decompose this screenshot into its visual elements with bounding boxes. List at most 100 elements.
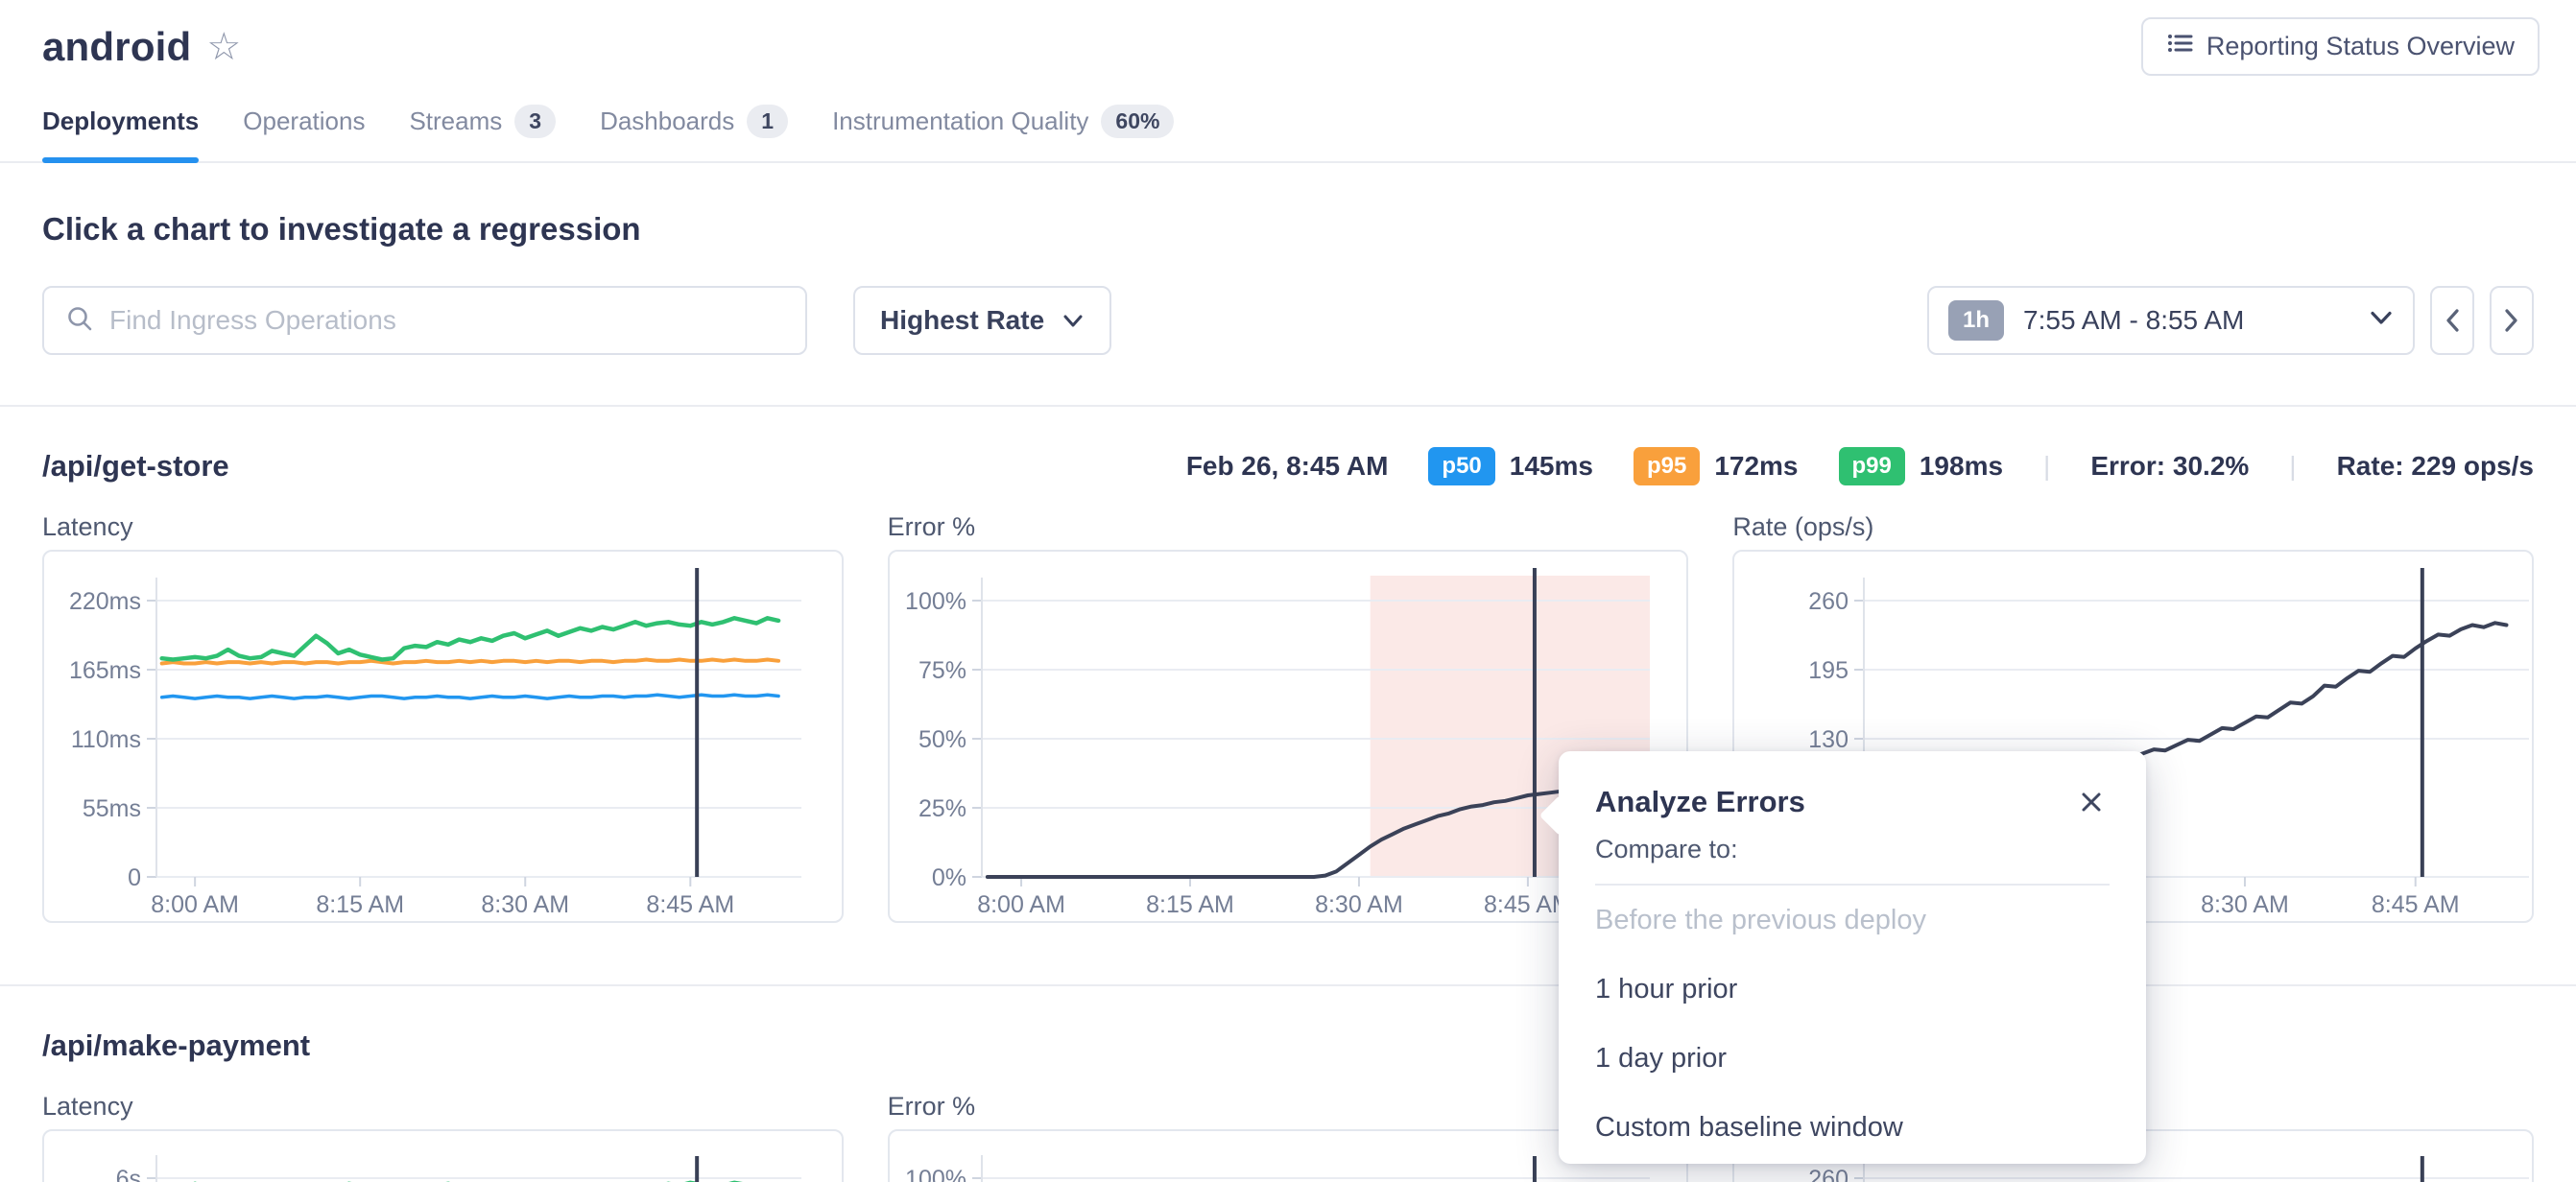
latency-chart-get-store[interactable]: 220ms 165ms 110ms 55ms 0 8:00 AM 8:15 AM 8:30 A… [42, 550, 844, 923]
popup-menu: Before the previous deploy 1 hour prior … [1595, 886, 2110, 1162]
chevron-down-icon [2369, 310, 2394, 331]
popup-subtitle: Compare to: [1595, 835, 1738, 863]
chart-cards-row: 220ms 165ms 110ms 55ms 0 8:00 AM 8:15 AM 8:30 A… [42, 550, 2534, 923]
tab-dashboards[interactable]: Dashboards 1 [600, 97, 789, 161]
popup-divider [1595, 884, 2110, 886]
stat-separator: | [2289, 451, 2297, 481]
time-range-previous-button[interactable] [2430, 286, 2474, 355]
favorite-star-icon[interactable]: ☆ [206, 25, 242, 68]
popup-menu-item-before-the-previous-deploy: Before the previous deploy [1595, 904, 1926, 935]
operation-header-make-payment: /api/make-payment [42, 1019, 2534, 1073]
svg-text:75%: 75% [918, 657, 966, 684]
stat-p50: p50 145ms [1428, 447, 1593, 485]
tab-deployments[interactable]: Deployments [42, 97, 200, 163]
stat-value: 172ms [1714, 451, 1799, 481]
reporting-status-overview-button[interactable]: Reporting Status Overview [2140, 17, 2540, 76]
series-p50 [159, 693, 780, 700]
stat-value: Error: 30.2% [2090, 451, 2250, 481]
tab-count-badge: 60% [1101, 105, 1175, 138]
percentile-badge-p95: p95 [1633, 447, 1701, 485]
sort-dropdown-label: Highest Rate [880, 305, 1045, 335]
page-header: android ☆ Reporting Status Overview [0, 0, 2576, 76]
tab-instrumentation-quality[interactable]: Instrumentation Quality 60% [832, 97, 1175, 161]
stat-value: Feb 26, 8:45 AM [1185, 451, 1389, 481]
close-icon[interactable] [2073, 784, 2110, 823]
series-p95 [159, 657, 781, 666]
svg-text:220ms: 220ms [69, 588, 141, 615]
chart-label-rate: Rate (ops/s) [1732, 512, 1874, 541]
svg-text:8:30 AM: 8:30 AM [1315, 891, 1403, 918]
tab-operations[interactable]: Operations [243, 97, 365, 161]
stat-p99: p99 198ms [1838, 447, 2004, 485]
search-box[interactable] [42, 286, 807, 355]
popup-menu-item-1-hour-prior[interactable]: 1 hour prior [1595, 973, 1738, 1005]
svg-text:0: 0 [128, 864, 141, 891]
svg-text:25%: 25% [918, 795, 966, 822]
svg-text:0%: 0% [932, 864, 966, 891]
svg-text:8:00 AM: 8:00 AM [151, 891, 239, 918]
search-icon [65, 304, 94, 338]
operation-name: /api/make-payment [42, 1028, 311, 1062]
stat-value: Rate: 229 ops/s [2336, 451, 2534, 481]
svg-text:6s: 6s [116, 1166, 141, 1182]
svg-text:8:15 AM: 8:15 AM [1146, 891, 1234, 918]
stat-value: 145ms [1509, 451, 1593, 481]
chart-label-error: Error % [887, 1092, 976, 1121]
analyze-errors-popup: Analyze Errors Compare to: Before the pr… [1538, 751, 2146, 1164]
stat-text: Error: 30.2% [2090, 451, 2249, 482]
tab-label: Streams [409, 106, 503, 135]
search-input[interactable] [109, 305, 784, 336]
svg-text:8:45 AM: 8:45 AM [2372, 891, 2460, 918]
series-p99 [159, 616, 781, 662]
svg-text:110ms: 110ms [71, 726, 141, 753]
chart-label-latency: Latency [42, 1092, 133, 1121]
stat-p95: p95 172ms [1633, 447, 1799, 485]
svg-text:195: 195 [1809, 657, 1849, 684]
svg-text:55ms: 55ms [83, 795, 141, 822]
chart-canvas: 100%8:00 AM8:15 AM8:30 AM8:45 AM [905, 1155, 1650, 1182]
reporting-status-overview-label: Reporting Status Overview [2206, 32, 2515, 60]
time-range-group: 1h 7:55 AM - 8:55 AM [1927, 286, 2534, 355]
percentile-badge-p99: p99 [1838, 447, 1905, 485]
tab-label: Operations [243, 106, 366, 135]
time-range-selector[interactable]: 1h 7:55 AM - 8:55 AM [1927, 286, 2415, 355]
chart-canvas: 2608:00 AM8:15 AM8:30 AM8:45 AM [1809, 1155, 2530, 1182]
tab-label: Dashboards [600, 106, 735, 135]
section-divider [0, 405, 2576, 407]
svg-text:130: 130 [1809, 726, 1849, 753]
error-chart-make-payment[interactable]: 100%8:00 AM8:15 AM8:30 AM8:45 AM [887, 1129, 1689, 1182]
chart-canvas: 220ms 165ms 110ms 55ms 0 8:00 AM 8:15 AM 8:30 A… [69, 568, 801, 918]
svg-text:8:45 AM: 8:45 AM [646, 891, 734, 918]
svg-text:260: 260 [1809, 588, 1849, 615]
stat-value: 198ms [1919, 451, 2004, 481]
popup-header: Analyze Errors [1595, 784, 2110, 823]
time-range-next-button[interactable] [2490, 286, 2534, 355]
chart-label-latency: Latency [42, 512, 133, 541]
svg-text:8:00 AM: 8:00 AM [977, 891, 1065, 918]
popup-title: Analyze Errors [1595, 785, 1805, 818]
percentile-badge-p50: p50 [1428, 447, 1495, 485]
stat-separator: | [2043, 451, 2051, 481]
popup-menu-item-custom-baseline-window[interactable]: Custom baseline window [1595, 1111, 1903, 1143]
chart-cards-row: 6s8:00 AM8:15 AM8:30 AM8:45 AM 100%8:00 … [42, 1129, 2534, 1182]
latency-chart-make-payment[interactable]: 6s8:00 AM8:15 AM8:30 AM8:45 AM [42, 1129, 844, 1182]
chart-labels-row: Latency Error % Rate (ops/s) [42, 512, 2534, 542]
tab-bar: Deployments Operations Streams 3 Dashboa… [0, 97, 2576, 163]
sort-dropdown[interactable]: Highest Rate [853, 286, 1112, 355]
tab-count-badge: 3 [514, 105, 557, 138]
popup-menu-item-1-day-prior[interactable]: 1 day prior [1595, 1042, 1728, 1074]
svg-text:50%: 50% [918, 726, 966, 753]
section-divider [0, 984, 2576, 986]
chart-canvas: 6s8:00 AM8:15 AM8:30 AM8:45 AM [116, 1155, 801, 1182]
series-error_rate [985, 784, 1620, 879]
tab-label: Deployments [42, 106, 200, 135]
tab-streams[interactable]: Streams 3 [409, 97, 557, 161]
page-title: android [42, 23, 192, 69]
time-range-value: 7:55 AM - 8:55 AM [2023, 305, 2245, 335]
svg-text:100%: 100% [905, 1166, 966, 1182]
error-chart-get-store[interactable]: 100% 75% 50% 25% 0% 8:00 AM 8:15 AM 8:30 AM 8:45… [887, 550, 1689, 923]
operation-stats: Feb 26, 8:45 AM p50 145ms p95 172ms p99 198ms |… [1186, 447, 2534, 485]
svg-text:8:30 AM: 8:30 AM [481, 891, 569, 918]
svg-text:8:30 AM: 8:30 AM [2201, 891, 2289, 918]
